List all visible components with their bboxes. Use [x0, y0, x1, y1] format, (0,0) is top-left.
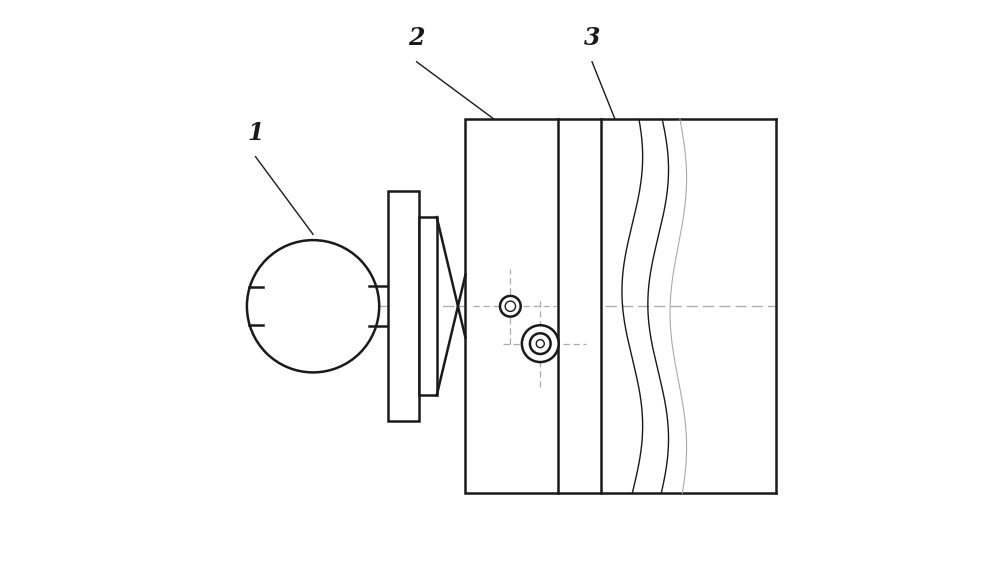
Text: 1: 1: [247, 121, 264, 145]
Circle shape: [522, 325, 559, 362]
Bar: [419, 217, 437, 395]
Bar: [388, 191, 419, 421]
Bar: [465, 119, 601, 493]
Text: 2: 2: [408, 26, 425, 50]
Circle shape: [505, 301, 516, 312]
Circle shape: [500, 296, 521, 317]
Circle shape: [530, 334, 551, 354]
Circle shape: [247, 240, 379, 372]
Text: 3: 3: [584, 26, 600, 50]
Circle shape: [536, 340, 544, 348]
